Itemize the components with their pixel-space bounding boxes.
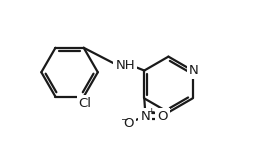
Text: N: N	[140, 110, 150, 123]
Text: NH: NH	[115, 59, 135, 72]
Text: O: O	[157, 110, 167, 123]
Text: N: N	[189, 64, 198, 77]
Text: Cl: Cl	[79, 97, 92, 110]
Text: +: +	[147, 107, 155, 116]
Text: −: −	[120, 114, 127, 123]
Text: O: O	[123, 117, 134, 130]
